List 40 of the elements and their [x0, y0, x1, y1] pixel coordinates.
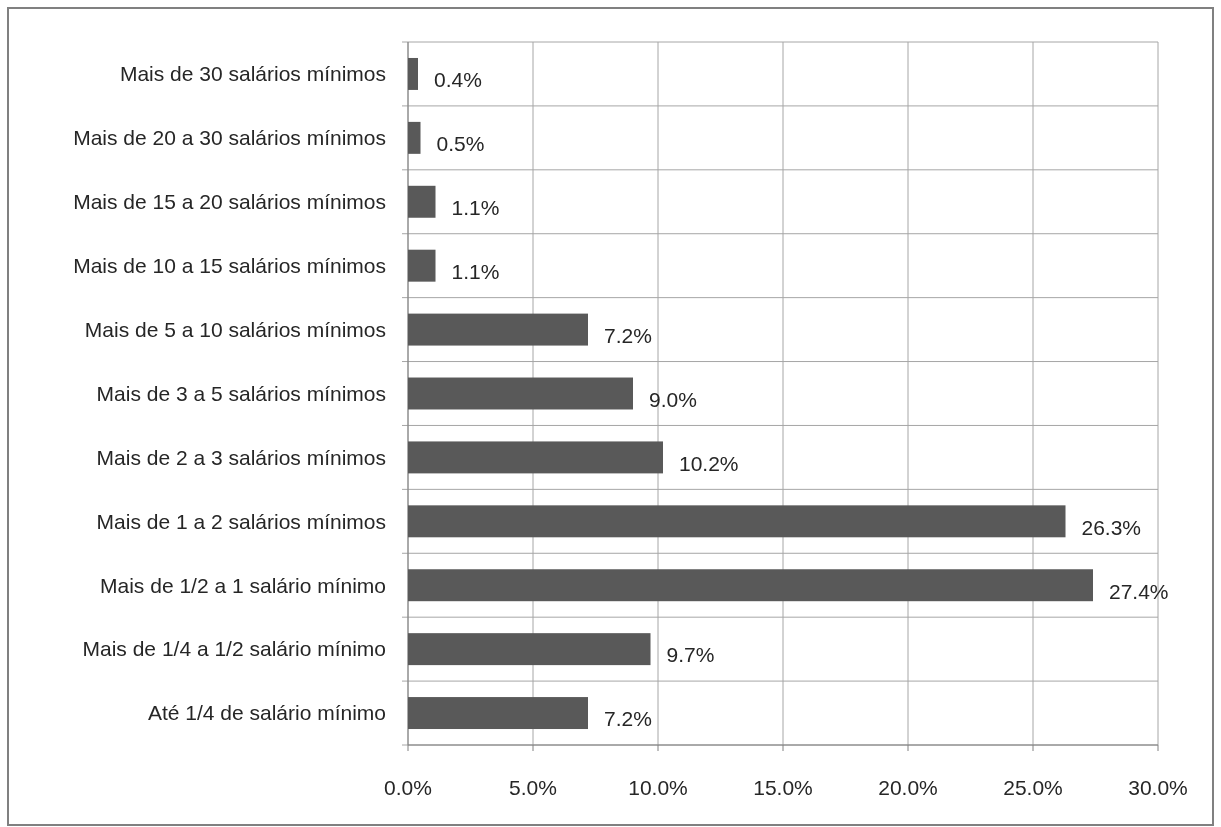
- data-label: 9.7%: [666, 643, 715, 667]
- y-tick-label: Mais de 20 a 30 salários mínimos: [73, 126, 386, 150]
- data-label: 1.1%: [451, 196, 500, 220]
- x-tick-label: 0.0%: [384, 776, 432, 799]
- y-tick-label: Mais de 10 a 15 salários mínimos: [73, 254, 386, 278]
- data-label: 0.4%: [434, 68, 482, 92]
- x-tick-label: 5.0%: [509, 776, 557, 799]
- y-tick-label: Mais de 1 a 2 salários mínimos: [96, 509, 386, 533]
- bar: [408, 569, 1093, 602]
- x-tick-label: 25.0%: [1003, 776, 1063, 799]
- data-label: 7.2%: [604, 323, 652, 347]
- y-tick-label: Mais de 15 a 20 salários mínimos: [73, 190, 386, 214]
- x-tick-label: 15.0%: [753, 776, 813, 799]
- bar: [408, 57, 418, 90]
- bar: [408, 441, 663, 474]
- bar: [408, 313, 588, 346]
- bar: [408, 185, 436, 218]
- data-label: 27.4%: [1109, 579, 1169, 603]
- data-label: 7.2%: [604, 707, 652, 731]
- bar: [408, 505, 1066, 538]
- data-label: 1.1%: [451, 260, 500, 284]
- y-tick-label: Mais de 2 a 3 salários mínimos: [96, 445, 386, 469]
- y-tick-label: Mais de 5 a 10 salários mínimos: [84, 317, 386, 341]
- x-tick-label: 10.0%: [628, 776, 688, 799]
- bar: [408, 377, 633, 410]
- data-label: 10.2%: [679, 451, 739, 475]
- bar: [408, 249, 436, 282]
- y-tick-label: Mais de 3 a 5 salários mínimos: [96, 381, 386, 405]
- bar: [408, 121, 421, 154]
- data-label: 26.3%: [1081, 515, 1142, 539]
- data-label: 9.0%: [649, 387, 697, 411]
- bar: [408, 633, 651, 666]
- x-tick-label: 20.0%: [878, 776, 938, 799]
- y-tick-label: Até 1/4 de salário mínimo: [147, 701, 386, 725]
- y-tick-label: Mais de 1/2 a 1 salário mínimo: [100, 573, 386, 597]
- bar: [408, 697, 588, 730]
- data-label: 0.5%: [436, 132, 485, 156]
- x-tick-label: 30.0%: [1128, 776, 1188, 799]
- y-tick-label: Mais de 1/4 a 1/2 salário mínimo: [82, 637, 386, 661]
- y-tick-label: Mais de 30 salários mínimos: [119, 62, 386, 86]
